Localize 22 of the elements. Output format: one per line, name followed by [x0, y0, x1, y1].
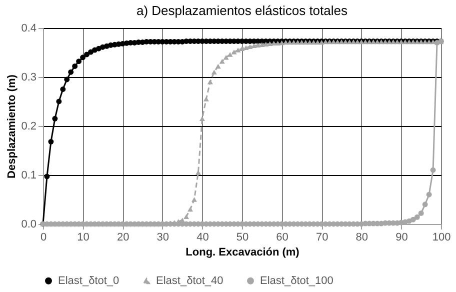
y-tick-label: 0.0 [21, 218, 36, 230]
x-tick-label: 90 [396, 232, 408, 244]
y-axis-title: Desplazamiento (m) [6, 74, 18, 178]
x-tick-label: 100 [432, 232, 451, 244]
legend-label: Elast_δtot_0 [58, 274, 120, 287]
x-tick-label: 10 [77, 232, 90, 244]
x-tick-label: 30 [156, 232, 170, 244]
legend-label: Elast_δtot_100 [260, 274, 334, 287]
x-tick-label: 80 [356, 232, 368, 244]
x-tick-label: 60 [276, 232, 288, 244]
chart-title: a) Desplazamientos elásticos totales [136, 3, 348, 18]
y-tick-label: 0.4 [21, 22, 36, 34]
legend-label: Elast_δtot_40 [156, 275, 224, 288]
y-tick-label: 0.2 [21, 120, 36, 132]
y-tick-label: 0.1 [21, 170, 36, 182]
x-axis-title: Long. Excavación (m) [186, 246, 300, 258]
x-tick-label: 50 [236, 232, 249, 244]
x-tick-label: 40 [196, 232, 209, 244]
x-tick-label: 20 [116, 232, 130, 244]
x-tick-label: 0 [40, 232, 47, 244]
y-tick-label: 0.3 [21, 72, 36, 84]
x-tick-label: 70 [316, 232, 328, 244]
